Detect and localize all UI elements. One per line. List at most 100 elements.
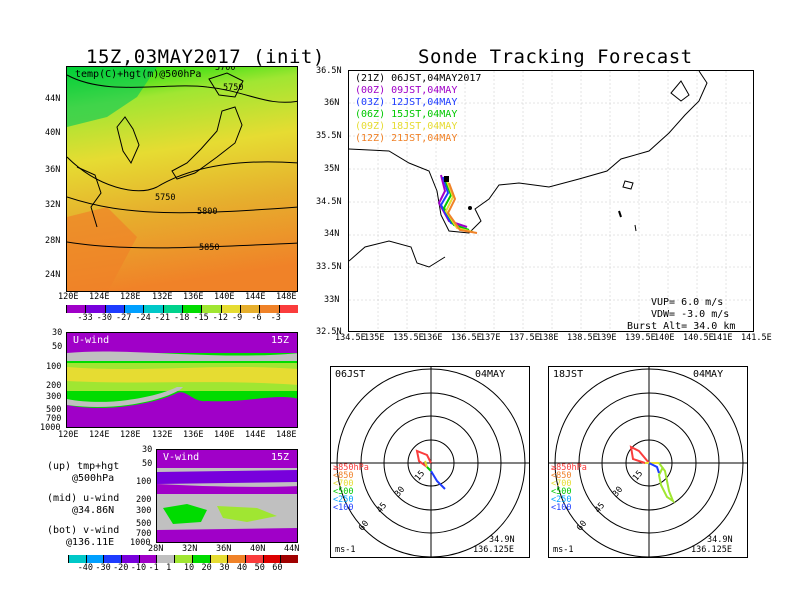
colorbar-swatch [182, 305, 202, 313]
uwind-p-tick: 100 [46, 362, 62, 372]
colorbar-swatch [191, 555, 210, 563]
colorbar-swatch [244, 555, 263, 563]
colorbar-label: -21 [154, 313, 171, 323]
colorbar-label: -33 [77, 313, 93, 323]
colorbar-label: -18 [174, 313, 190, 323]
vwind-lat-tick: 44N [284, 544, 300, 554]
temp-colorbar [66, 305, 298, 313]
vwind-panel: V-wind 15Z [156, 449, 298, 543]
colorbar-swatch [220, 305, 240, 313]
hodograph-level: ≥850hPa [333, 463, 369, 473]
colorbar-label: -30 [96, 313, 113, 323]
colorbar-label: -30 [95, 563, 111, 573]
track-legend-item: (21Z) 06JST,04MAY2017 [355, 73, 481, 84]
colorbar-swatch [103, 555, 122, 563]
hodograph-lon: 136.125E [473, 545, 514, 555]
track-lon-tick: 138E [538, 333, 559, 343]
hodograph-level: <850 [333, 471, 354, 481]
colorbar-swatch [104, 305, 124, 313]
uwind-p-tick: 50 [52, 342, 63, 352]
uwind-label: U-wind [73, 335, 110, 346]
colorbar-label: -9 [232, 313, 243, 323]
vwind-p-tick: 100 [136, 477, 152, 487]
colorbar-swatch [66, 305, 86, 313]
track-map-panel: (21Z) 06JST,04MAY2017 (00Z) 09JST,04MAY … [348, 70, 754, 332]
colorbar-swatch [85, 305, 105, 313]
note-line: @34.86N [72, 505, 115, 516]
colorbar-swatch [121, 555, 139, 563]
track-lat-tick: 33.5N [316, 262, 342, 272]
track-lon-tick: 140.5E [683, 333, 714, 343]
hodograph-level: <100 [551, 503, 572, 513]
note-line: (bot) v-wind [47, 525, 120, 536]
colorbar-label: -20 [113, 563, 129, 573]
contour-label: 5700 [215, 66, 236, 73]
track-lat-tick: 32.5N [316, 327, 342, 337]
track-legend-item: (00Z) 09JST,04MAY [355, 85, 457, 96]
temp-lon-tick: 148E [276, 292, 297, 302]
temp-map-panel: temp(C)+hgt(m)@500hPa 5700 5750 5750 580… [66, 66, 298, 292]
colorbar-label: 10 [183, 563, 195, 573]
temp-lat-tick: 44N [45, 94, 61, 104]
hodograph-level: <250 [333, 495, 354, 505]
contour-label: 5850 [199, 243, 220, 253]
vwind-label: V-wind [163, 452, 200, 463]
vwind-svg [157, 450, 297, 542]
colorbar-label: -15 [193, 313, 209, 323]
temp-map-label: temp(C)+hgt(m)@500hPa [75, 69, 202, 80]
uwind-lon-tick: 124E [89, 430, 110, 440]
uwind-lon-tick: 144E [245, 430, 266, 440]
temp-lon-tick: 136E [183, 292, 204, 302]
colorbar-label: 20 [201, 563, 212, 573]
left-title: 15Z,03MAY2017 (init) [86, 46, 325, 68]
hodograph-level: <850 [551, 471, 572, 481]
hodograph-level: <700 [333, 479, 354, 489]
uwind-lon-tick: 140E [214, 430, 235, 440]
vwind-p-tick: 500 [136, 519, 152, 529]
uwind-p-tick: 300 [46, 392, 62, 402]
track-lon-tick: 136E [422, 333, 443, 343]
colorbar-label: 40 [236, 563, 248, 573]
colorbar-label: 1 [166, 563, 172, 573]
temp-lat-tick: 40N [45, 128, 61, 138]
uwind-p-tick: 200 [46, 381, 62, 391]
temp-lon-tick: 128E [120, 292, 141, 302]
temp-lon-tick: 120E [58, 292, 79, 302]
temp-lon-tick: 140E [214, 292, 235, 302]
vwind-p-tick: 300 [136, 506, 152, 516]
colorbar-swatch [162, 305, 182, 313]
uwind-svg [67, 333, 297, 427]
track-legend-text: (09Z) 18JST,04MAY [355, 121, 458, 132]
hodograph-date: 04MAY [475, 369, 506, 380]
track-legend-text: (12Z) 21JST,04MAY [355, 133, 458, 144]
track-lat-tick: 35N [324, 164, 340, 174]
uwind-lon-tick: 128E [120, 430, 141, 440]
hodograph-level: ≥850hPa [551, 463, 587, 473]
track-legend-item: (03Z) 12JST,04MAY [355, 97, 457, 108]
hodograph-units: ms-1 [553, 545, 574, 555]
uwind-p-tick: 1000 [40, 423, 61, 433]
uwind-lon-tick: 136E [183, 430, 204, 440]
track-param: VUP= 6.0 m/s [651, 297, 724, 308]
temp-lon-tick: 144E [245, 292, 266, 302]
colorbar-swatch [278, 305, 298, 313]
temp-lat-tick: 32N [45, 200, 61, 210]
track-lon-tick: 137E [480, 333, 501, 343]
vwind-p-tick: 700 [136, 529, 152, 539]
track-param: Burst Alt= 34.0 km [627, 321, 736, 332]
colorbar-swatch [156, 555, 175, 563]
colorbar-label: -40 [77, 563, 94, 573]
track-lat-tick: 34.5N [316, 197, 342, 207]
colorbar-swatch [85, 555, 104, 563]
contour-label: 5750 [223, 83, 244, 93]
track-lat-tick: 35.5N [316, 131, 342, 141]
colorbar-swatch [262, 555, 281, 563]
track-lon-tick: 136.5E [451, 333, 482, 343]
colorbar-label: -6 [251, 313, 262, 323]
colorbar-swatch [138, 555, 157, 563]
vwind-lat-tick: 28N [148, 544, 164, 554]
hodograph-lat: 34.9N [489, 535, 515, 545]
track-lon-tick: 139E [596, 333, 617, 343]
track-legend-text: (00Z) 09JST,04MAY [355, 85, 458, 96]
hodograph-level: <500 [551, 487, 572, 497]
